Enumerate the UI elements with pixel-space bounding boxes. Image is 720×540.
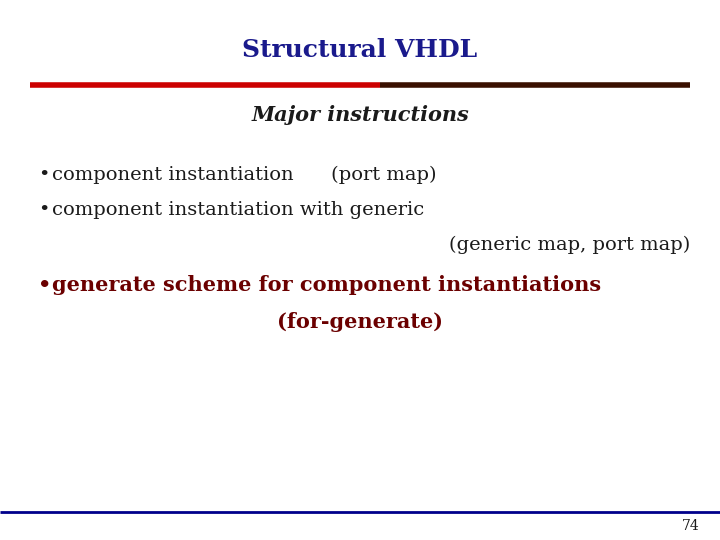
Text: •: •: [38, 201, 50, 219]
Text: •: •: [38, 166, 50, 184]
Text: component instantiation      (port map): component instantiation (port map): [52, 166, 436, 184]
Text: generate scheme for component instantiations: generate scheme for component instantiat…: [52, 275, 601, 295]
Text: Structural VHDL: Structural VHDL: [243, 38, 477, 62]
Text: •: •: [38, 275, 51, 295]
Text: 74: 74: [683, 519, 700, 533]
Text: Major instructions: Major instructions: [251, 105, 469, 125]
Text: (for-generate): (for-generate): [277, 312, 443, 332]
Text: component instantiation with generic: component instantiation with generic: [52, 201, 424, 219]
Text: (generic map, port map): (generic map, port map): [449, 236, 690, 254]
